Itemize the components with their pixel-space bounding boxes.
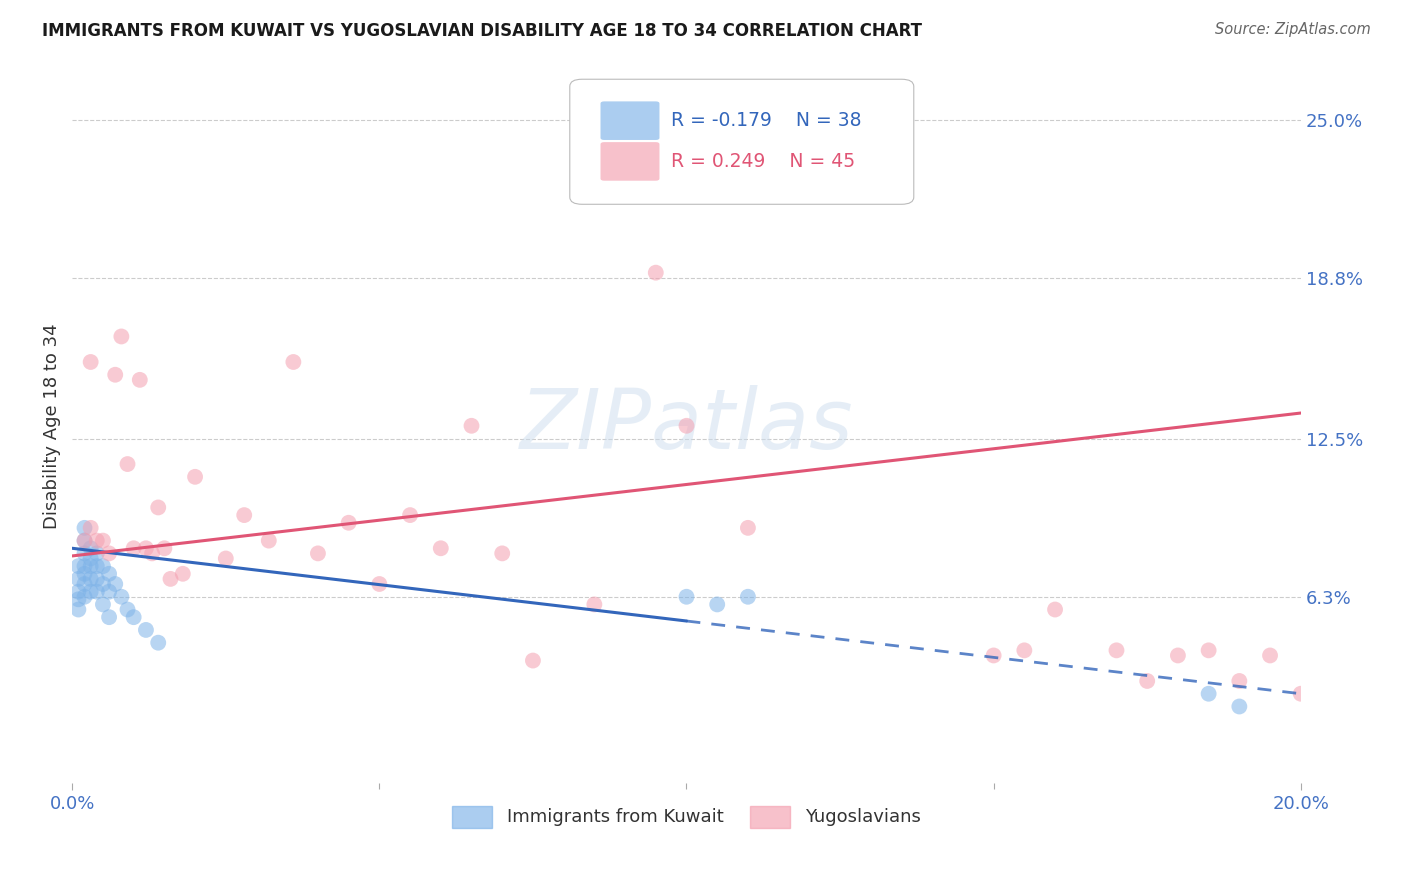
Point [257, 533, 280, 548]
Point [117, 602, 139, 616]
Point [104, 368, 127, 382]
Point [135, 541, 157, 556]
Point [737, 521, 759, 535]
Point [675, 418, 697, 433]
Point [86, 559, 108, 574]
Point [67, 584, 90, 599]
Point [184, 470, 207, 484]
Text: R = 0.249    N = 45: R = 0.249 N = 45 [671, 152, 855, 171]
Text: IMMIGRANTS FROM KUWAIT VS YUGOSLAVIAN DISABILITY AGE 18 TO 34 CORRELATION CHART: IMMIGRANTS FROM KUWAIT VS YUGOSLAVIAN DI… [42, 22, 922, 40]
Point [67, 602, 90, 616]
Text: Source: ZipAtlas.com: Source: ZipAtlas.com [1215, 22, 1371, 37]
Point [283, 355, 305, 369]
Point [233, 508, 256, 522]
Point [79, 541, 101, 556]
Text: R = -0.179    N = 38: R = -0.179 N = 38 [671, 112, 860, 130]
FancyBboxPatch shape [569, 79, 914, 204]
Point [135, 623, 157, 637]
Point [98, 566, 121, 581]
Point [675, 590, 697, 604]
Point [1227, 673, 1250, 688]
Point [79, 521, 101, 535]
Point [172, 566, 194, 581]
Point [148, 636, 170, 650]
Point [67, 572, 90, 586]
Point [117, 457, 139, 471]
Point [86, 584, 108, 599]
Point [307, 546, 329, 560]
Point [73, 533, 96, 548]
Point [141, 546, 163, 560]
Point [1198, 643, 1220, 657]
Point [1136, 673, 1159, 688]
Point [522, 654, 544, 668]
Point [73, 577, 96, 591]
Point [67, 559, 90, 574]
Point [110, 590, 132, 604]
Point [73, 533, 96, 548]
Point [128, 373, 150, 387]
Point [73, 521, 96, 535]
Legend: Immigrants from Kuwait, Yugoslavians: Immigrants from Kuwait, Yugoslavians [446, 798, 928, 835]
Point [368, 577, 391, 591]
Point [1289, 687, 1312, 701]
Point [460, 418, 482, 433]
Point [86, 546, 108, 560]
Text: ZIPatlas: ZIPatlas [520, 385, 853, 467]
Point [1258, 648, 1281, 663]
Point [86, 572, 108, 586]
Point [983, 648, 1005, 663]
Point [73, 566, 96, 581]
Point [91, 598, 114, 612]
Point [1227, 699, 1250, 714]
Point [91, 559, 114, 574]
FancyBboxPatch shape [600, 142, 659, 181]
Point [583, 598, 606, 612]
Point [98, 546, 121, 560]
Point [79, 355, 101, 369]
Point [91, 533, 114, 548]
Point [79, 551, 101, 566]
Point [67, 592, 90, 607]
Point [399, 508, 422, 522]
Point [98, 584, 121, 599]
Point [644, 266, 666, 280]
Point [737, 590, 759, 604]
Point [73, 546, 96, 560]
Point [67, 36, 90, 50]
Point [430, 541, 453, 556]
Point [148, 500, 170, 515]
Point [98, 610, 121, 624]
Point [122, 541, 145, 556]
Point [1014, 643, 1036, 657]
Point [122, 610, 145, 624]
Point [1167, 648, 1189, 663]
Point [73, 559, 96, 574]
Y-axis label: Disability Age 18 to 34: Disability Age 18 to 34 [44, 323, 60, 529]
Point [79, 584, 101, 599]
Point [1105, 643, 1128, 657]
Point [159, 572, 181, 586]
Point [1043, 602, 1066, 616]
Point [337, 516, 360, 530]
Point [104, 577, 127, 591]
Point [79, 559, 101, 574]
Point [491, 546, 513, 560]
Point [79, 572, 101, 586]
Point [110, 329, 132, 343]
Point [86, 533, 108, 548]
Point [215, 551, 238, 566]
Point [91, 577, 114, 591]
Point [706, 598, 728, 612]
Point [1198, 687, 1220, 701]
Point [153, 541, 176, 556]
Point [73, 590, 96, 604]
FancyBboxPatch shape [600, 102, 659, 140]
